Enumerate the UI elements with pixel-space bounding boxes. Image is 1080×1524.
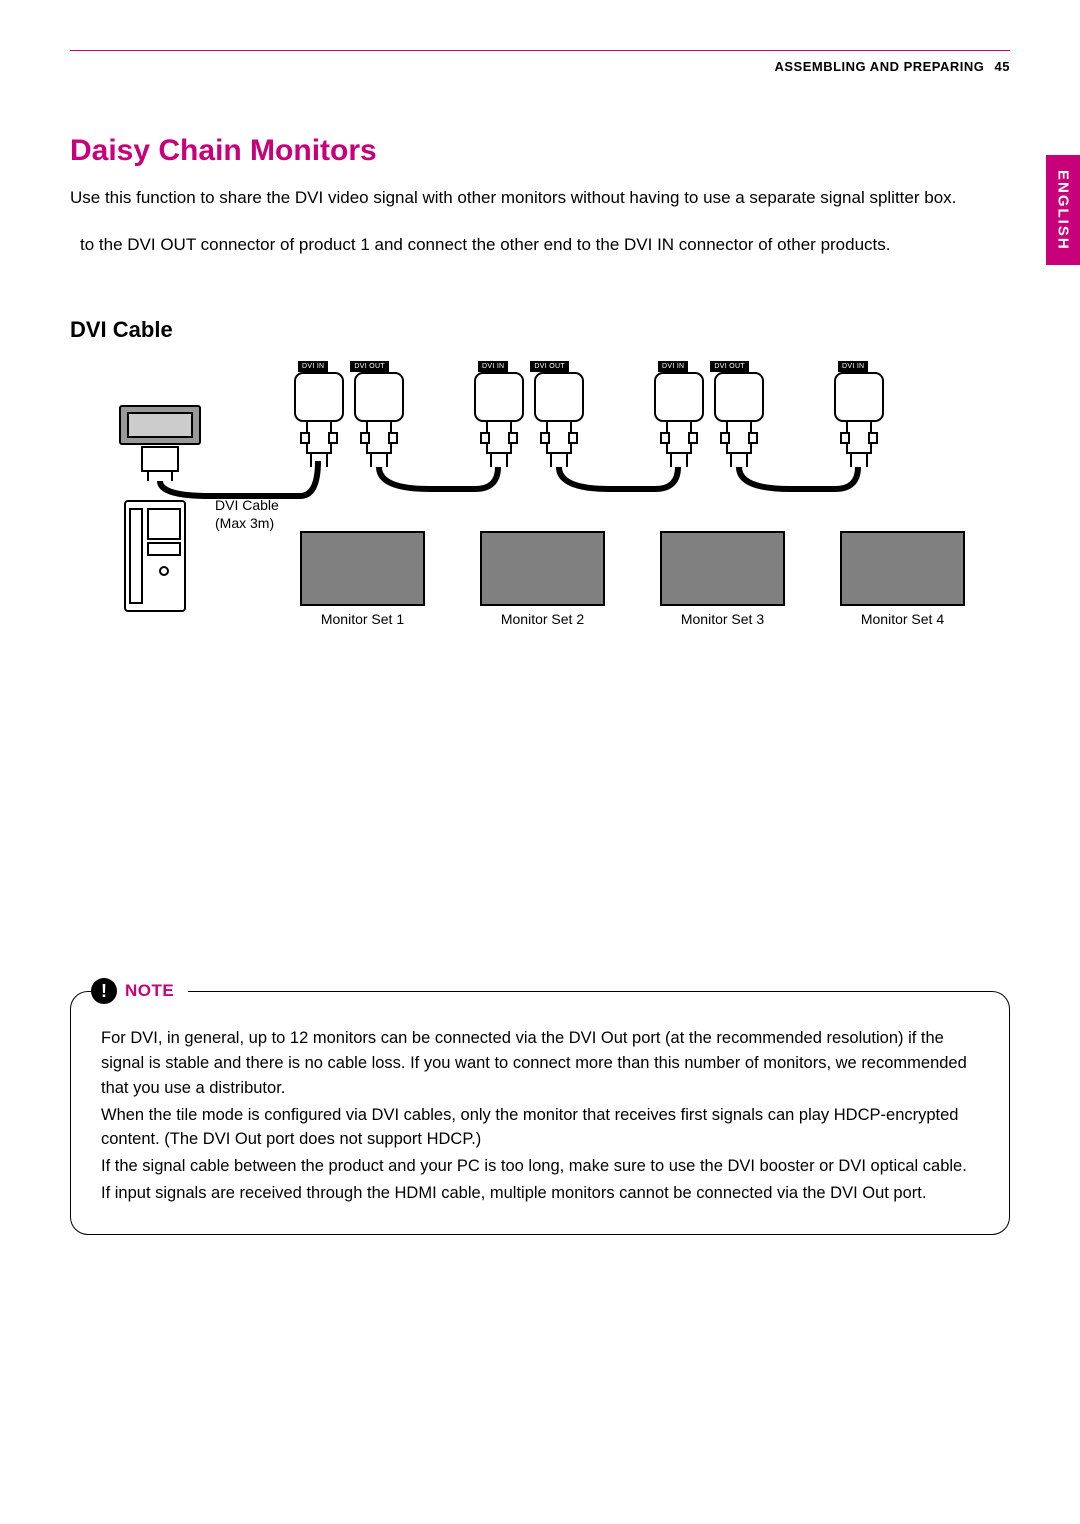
daisy-chain-diagram: DVI IN DVI OUT DVI IN DVI OUT DVI IN DVI… [70,361,1010,621]
cable-label-line2: (Max 3m) [215,515,274,531]
pc-dvi-port-icon [120,406,200,481]
monitor-label: Monitor Set 4 [840,611,965,627]
page: ASSEMBLING AND PREPARING 45 ENGLISH Dais… [0,0,1080,1524]
language-tab: ENGLISH [1046,155,1080,265]
running-header: ASSEMBLING AND PREPARING 45 [70,59,1010,74]
monitor-icon [480,531,605,606]
note-line: If input signals are received through th… [101,1181,979,1206]
note-body: For DVI, in general, up to 12 monitors c… [101,1026,979,1205]
monitor-label: Monitor Set 3 [660,611,785,627]
monitor-label-row: Monitor Set 1 Monitor Set 2 Monitor Set … [300,611,965,627]
page-title: Daisy Chain Monitors [70,134,1010,168]
monitor-icon [840,531,965,606]
note-box: ! NOTE For DVI, in general, up to 12 mon… [70,991,1010,1234]
page-number: 45 [995,59,1010,74]
monitor-row [300,531,965,606]
monitor-icon [660,531,785,606]
info-icon: ! [91,978,117,1004]
monitor-label: Monitor Set 1 [300,611,425,627]
monitor-label: Monitor Set 2 [480,611,605,627]
note-line: When the tile mode is configured via DVI… [101,1103,979,1153]
intro-paragraph-2: to the DVI OUT connector of product 1 an… [70,233,1010,258]
note-title: NOTE [125,981,174,1001]
cable-spec-label: DVI Cable (Max 3m) [215,496,279,532]
note-line: If the signal cable between the product … [101,1154,979,1179]
intro-paragraph-1: Use this function to share the DVI video… [70,186,1010,211]
connector-group [295,373,883,489]
subheading-dvi-cable: DVI Cable [70,317,1010,343]
cable-label-line1: DVI Cable [215,497,279,513]
cable-pc-to-1 [160,461,318,496]
section-name: ASSEMBLING AND PREPARING [775,59,985,74]
note-header: ! NOTE [91,978,188,1004]
pc-tower-icon [125,501,185,611]
top-rule [70,50,1010,51]
note-line: For DVI, in general, up to 12 monitors c… [101,1026,979,1100]
monitor-icon [300,531,425,606]
